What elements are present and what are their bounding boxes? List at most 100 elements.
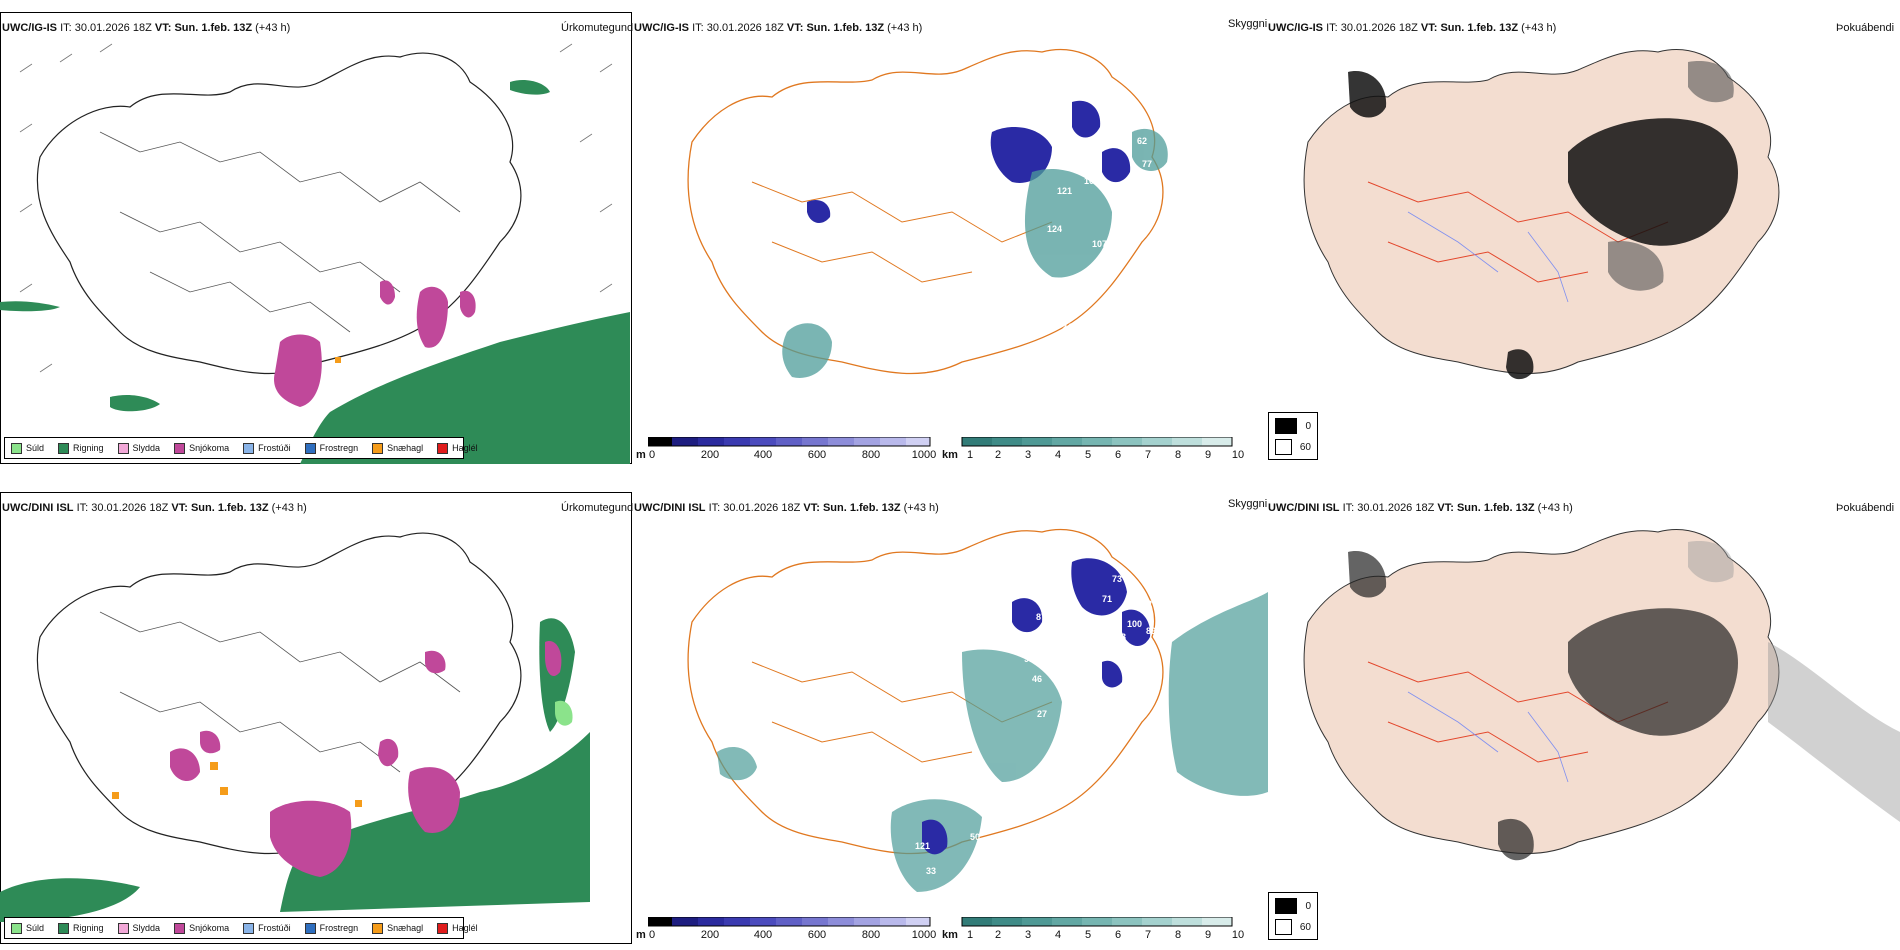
sula-swatch: [11, 922, 22, 934]
visibility-colorbar: km 1 2 3 4 5 6 7 8 9 10: [942, 437, 1260, 463]
model-name: UWC/IG-IS: [1268, 22, 1323, 34]
vis-label: 25: [777, 114, 787, 124]
vis-label: 104: [762, 84, 777, 94]
legend-item-snjokoma: Snjókoma: [174, 922, 229, 934]
vis-label: 142: [912, 364, 927, 374]
vis-label: 124: [1047, 224, 1062, 234]
vis-label: 84: [1114, 214, 1124, 224]
legend-label: Snæhagl: [387, 923, 424, 933]
vis-label: 106: [1084, 176, 1099, 186]
frostregn-swatch: [304, 922, 316, 934]
model-name: UWC/DINI ISL: [634, 502, 706, 514]
visibility-unit: km: [942, 929, 958, 941]
it-label: IT:: [60, 22, 72, 34]
legend-label: Frostúði: [258, 443, 291, 453]
frostregn-swatch: [304, 442, 316, 454]
row1-precip-panel: UWC/IG-IS IT: 30.01.2026 18Z VT: Sun. 1.…: [0, 12, 634, 464]
visibility-tick: 5: [1084, 449, 1092, 461]
vis-label: 107: [1092, 239, 1107, 249]
legend-label: Slydda: [132, 923, 161, 933]
legend-item-rigning: Rigning: [58, 442, 104, 454]
precip-map: [0, 43, 630, 464]
vis-label: 121: [1057, 186, 1072, 196]
visibility-tick: 2: [994, 449, 1002, 461]
vis-label: 196: [1122, 182, 1137, 192]
vis-label: 71: [1102, 594, 1112, 604]
it-label: IT:: [708, 502, 721, 514]
vis-label: 52: [1142, 599, 1152, 609]
it-label: IT:: [76, 502, 89, 514]
visibility-title: Skyggni: [1228, 18, 1268, 30]
vis-label: 146: [1102, 259, 1117, 269]
ceiling-tick: 1000: [911, 449, 937, 461]
vis-label: 79: [1147, 179, 1157, 189]
it-value: 30.01.2026 18Z: [1340, 22, 1418, 34]
snjokoma-swatch: [174, 442, 186, 454]
legend-item-snaehagl: Snæhagl: [372, 442, 423, 454]
legend-item-haglel: Haglél: [437, 442, 478, 454]
precip-title: Úrkomutegund: [561, 502, 634, 514]
ceiling-unit: m: [636, 449, 646, 461]
visibility-tick: 1: [966, 929, 974, 941]
visibility-tick: 5: [1084, 929, 1092, 941]
visibility-tick: 6: [1114, 449, 1122, 461]
precip-title: Úrkomutegund: [561, 22, 634, 34]
vis-label: 104: [1087, 276, 1102, 286]
vt-label: VT: Sun. 1.feb. 13Z: [803, 502, 901, 514]
visibility-colorbar-gradient: [961, 917, 1233, 927]
legend-label: Frostúði: [258, 923, 291, 933]
ceiling-tick: 0: [648, 929, 656, 941]
vis-label: 240: [1062, 322, 1077, 332]
legend-item-slydda: Slydda: [117, 442, 160, 454]
model-name: UWC/IG-IS: [634, 22, 689, 34]
it-label: IT:: [1342, 502, 1355, 514]
vis-label: 131: [982, 204, 997, 214]
fog-legend-item: 60: [1275, 919, 1311, 935]
fog-legend-label: 60: [1299, 921, 1311, 933]
it-value: 30.01.2026 18Z: [74, 22, 152, 34]
ceiling-tick: 1000: [911, 929, 937, 941]
legend-label: Frostregn: [319, 923, 359, 933]
vis-label: 57: [1116, 694, 1126, 704]
vis-label: 74: [942, 388, 952, 398]
legend-item-rigning: Rigning: [58, 922, 104, 934]
vis-label: 50: [970, 832, 980, 842]
fog-swatch-white: [1275, 439, 1292, 455]
model-name: UWC/DINI ISL: [2, 502, 74, 514]
lead-time: (+43 h): [271, 502, 307, 514]
fog-swatch-black: [1275, 898, 1298, 914]
ceiling-tick: 200: [700, 929, 720, 941]
visibility-tick: 10: [1231, 929, 1245, 941]
vis-label: 16: [1069, 774, 1079, 784]
row2-header: UWC/DINI ISL IT: 30.01.2026 18Z VT: Sun.…: [634, 502, 939, 514]
legend-item-frostregn: Frostregn: [304, 922, 359, 934]
visibility-tick: 9: [1204, 449, 1212, 461]
frostudi-swatch: [243, 922, 255, 934]
vis-label: 103: [937, 354, 952, 364]
haglel-swatch: [437, 922, 449, 934]
vt-label: VT: Sun. 1.feb. 13Z: [786, 22, 885, 34]
visibility-tick: 4: [1054, 929, 1062, 941]
legend-item-slydda: Slydda: [117, 922, 161, 934]
legend-item-snaehagl: Snæhagl: [372, 922, 424, 934]
vis-label: 99: [1024, 654, 1034, 664]
ceiling-colorbar: m 0 200 400 600 800 1000: [636, 917, 946, 943]
rigning-swatch: [58, 442, 70, 454]
vis-label: 108: [1094, 634, 1109, 644]
frostudi-swatch: [243, 442, 255, 454]
ceiling-tick: 800: [861, 449, 881, 461]
visibility-tick: 8: [1174, 929, 1182, 941]
vis-label: 62: [1137, 136, 1147, 146]
vis-label: 73: [1112, 574, 1122, 584]
row2-fog-panel: UWC/DINI ISL IT: 30.01.2026 18Z VT: Sun.…: [1268, 492, 1900, 944]
ceiling-colorbar-gradient: [648, 437, 931, 447]
ceiling-unit: m: [636, 929, 646, 941]
vis-label: 87: [1036, 612, 1046, 622]
vis-label: 33: [926, 866, 936, 876]
vis-label: 70: [737, 104, 747, 114]
vis-label: 46: [1032, 674, 1042, 684]
lead-time: (+43 h): [887, 22, 923, 34]
vis-label: 349: [1072, 662, 1087, 672]
visibility-tick: 1: [966, 449, 974, 461]
visibility-tick: 6: [1114, 929, 1122, 941]
